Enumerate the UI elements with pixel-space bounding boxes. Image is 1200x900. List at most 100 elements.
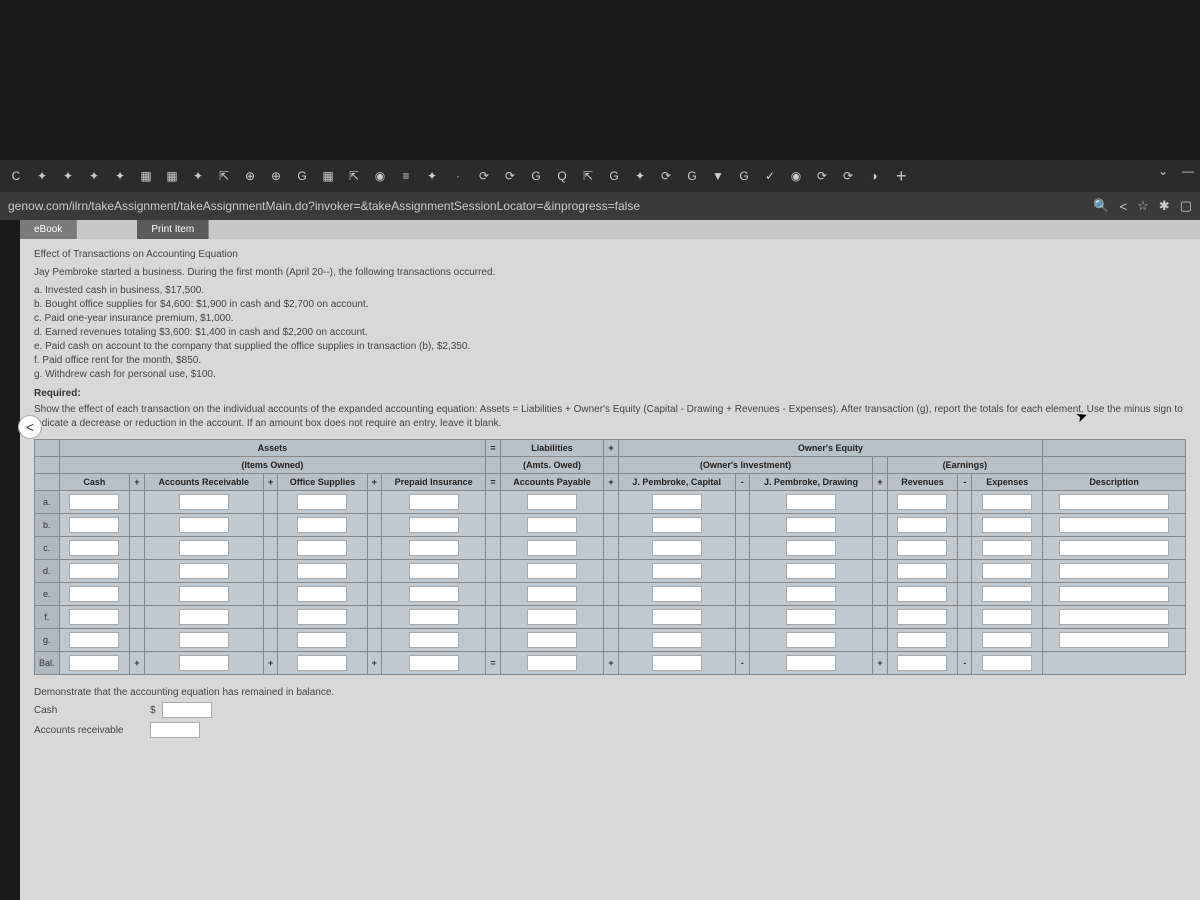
amount-input[interactable] [297, 609, 347, 625]
description-input[interactable] [1059, 632, 1169, 648]
amount-input[interactable] [786, 632, 836, 648]
amount-input[interactable] [786, 540, 836, 556]
tab-favicon[interactable]: ⊕ [238, 164, 262, 188]
amount-input[interactable] [527, 563, 577, 579]
amount-input[interactable] [527, 540, 577, 556]
amount-input[interactable] [786, 494, 836, 510]
zoom-icon[interactable]: 🔍 [1093, 198, 1109, 214]
amount-input[interactable] [897, 494, 947, 510]
balance-ar-input[interactable] [150, 722, 200, 738]
chevron-down-icon[interactable]: ⌄ [1158, 164, 1168, 178]
amount-input[interactable] [69, 609, 119, 625]
description-input[interactable] [1059, 494, 1169, 510]
amount-input[interactable] [982, 655, 1032, 671]
amount-input[interactable] [527, 517, 577, 533]
amount-input[interactable] [409, 540, 459, 556]
amount-input[interactable] [786, 563, 836, 579]
tab-favicon[interactable]: ▦ [160, 164, 184, 188]
amount-input[interactable] [69, 632, 119, 648]
tab-favicon[interactable]: ≡ [394, 164, 418, 188]
extension-icon[interactable]: ✱ [1159, 198, 1170, 214]
amount-input[interactable] [297, 586, 347, 602]
amount-input[interactable] [652, 540, 702, 556]
amount-input[interactable] [982, 563, 1032, 579]
amount-input[interactable] [409, 586, 459, 602]
tab-favicon[interactable]: C [4, 164, 28, 188]
amount-input[interactable] [982, 632, 1032, 648]
balance-cash-input[interactable] [162, 702, 212, 718]
amount-input[interactable] [982, 517, 1032, 533]
amount-input[interactable] [652, 632, 702, 648]
amount-input[interactable] [69, 586, 119, 602]
amount-input[interactable] [897, 632, 947, 648]
amount-input[interactable] [179, 586, 229, 602]
amount-input[interactable] [179, 655, 229, 671]
amount-input[interactable] [527, 609, 577, 625]
tab-favicon[interactable]: ⟳ [836, 164, 860, 188]
amount-input[interactable] [179, 563, 229, 579]
minimize-icon[interactable]: — [1182, 164, 1194, 178]
amount-input[interactable] [982, 494, 1032, 510]
tab-favicon[interactable]: · [446, 164, 470, 188]
tab-favicon[interactable]: ⟳ [472, 164, 496, 188]
amount-input[interactable] [897, 655, 947, 671]
amount-input[interactable] [297, 517, 347, 533]
ebook-tab[interactable]: eBook [20, 220, 77, 239]
amount-input[interactable] [179, 632, 229, 648]
square-icon[interactable]: ▢ [1180, 198, 1192, 214]
tab-favicon[interactable]: ▦ [316, 164, 340, 188]
tab-favicon[interactable]: G [602, 164, 626, 188]
amount-input[interactable] [527, 632, 577, 648]
tab-favicon[interactable]: ◉ [368, 164, 392, 188]
amount-input[interactable] [409, 517, 459, 533]
tab-favicon[interactable]: ✦ [56, 164, 80, 188]
url-text[interactable]: genow.com/ilrn/takeAssignment/takeAssign… [8, 199, 1093, 213]
amount-input[interactable] [982, 586, 1032, 602]
tab-favicon[interactable]: ✦ [628, 164, 652, 188]
amount-input[interactable] [69, 655, 119, 671]
amount-input[interactable] [652, 517, 702, 533]
share-icon[interactable]: < [1120, 199, 1128, 214]
tab-favicon[interactable]: ✓ [758, 164, 782, 188]
new-tab-button[interactable]: + [888, 166, 915, 187]
amount-input[interactable] [179, 517, 229, 533]
tab-favicon[interactable]: ✦ [108, 164, 132, 188]
amount-input[interactable] [527, 494, 577, 510]
tab-favicon[interactable]: ⇱ [212, 164, 236, 188]
tab-favicon[interactable]: Q [550, 164, 574, 188]
star-icon[interactable]: ☆ [1137, 198, 1149, 214]
amount-input[interactable] [897, 563, 947, 579]
amount-input[interactable] [409, 655, 459, 671]
tab-favicon[interactable]: ◑ [862, 164, 886, 188]
tab-favicon[interactable]: ▼ [706, 164, 730, 188]
amount-input[interactable] [786, 586, 836, 602]
amount-input[interactable] [409, 632, 459, 648]
tab-favicon[interactable]: G [680, 164, 704, 188]
amount-input[interactable] [297, 540, 347, 556]
tab-favicon[interactable]: ⊕ [264, 164, 288, 188]
description-input[interactable] [1059, 563, 1169, 579]
amount-input[interactable] [409, 494, 459, 510]
amount-input[interactable] [897, 540, 947, 556]
amount-input[interactable] [652, 655, 702, 671]
tab-favicon[interactable]: ▦ [134, 164, 158, 188]
amount-input[interactable] [297, 494, 347, 510]
description-input[interactable] [1059, 517, 1169, 533]
tab-favicon[interactable]: ✦ [82, 164, 106, 188]
amount-input[interactable] [297, 563, 347, 579]
amount-input[interactable] [982, 540, 1032, 556]
tab-favicon[interactable]: G [524, 164, 548, 188]
amount-input[interactable] [652, 494, 702, 510]
description-input[interactable] [1059, 586, 1169, 602]
back-nav-button[interactable]: < [18, 415, 42, 439]
amount-input[interactable] [897, 609, 947, 625]
tab-favicon[interactable]: ⟳ [810, 164, 834, 188]
amount-input[interactable] [527, 586, 577, 602]
tab-favicon[interactable]: ✦ [30, 164, 54, 188]
print-item-tab[interactable]: Print Item [137, 220, 209, 239]
amount-input[interactable] [69, 517, 119, 533]
amount-input[interactable] [69, 540, 119, 556]
amount-input[interactable] [897, 517, 947, 533]
tab-favicon[interactable]: G [732, 164, 756, 188]
amount-input[interactable] [179, 494, 229, 510]
